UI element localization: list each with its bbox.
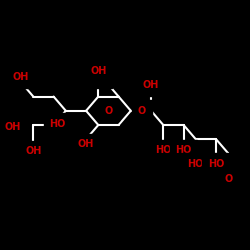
Text: OH: OH [25, 146, 42, 156]
Text: OH: OH [13, 72, 29, 82]
Text: OH: OH [90, 72, 106, 82]
Text: OH: OH [5, 122, 21, 132]
Text: HO: HO [208, 158, 224, 168]
Text: O: O [105, 106, 113, 116]
Text: HO: HO [176, 146, 192, 156]
Text: O: O [224, 174, 232, 184]
Text: O: O [138, 106, 146, 116]
Text: HO: HO [50, 119, 66, 129]
Text: HO: HO [188, 158, 204, 168]
Text: OH: OH [78, 139, 94, 149]
Text: OH: OH [90, 66, 106, 76]
Text: OH: OH [143, 80, 159, 90]
Text: HO: HO [155, 146, 172, 156]
